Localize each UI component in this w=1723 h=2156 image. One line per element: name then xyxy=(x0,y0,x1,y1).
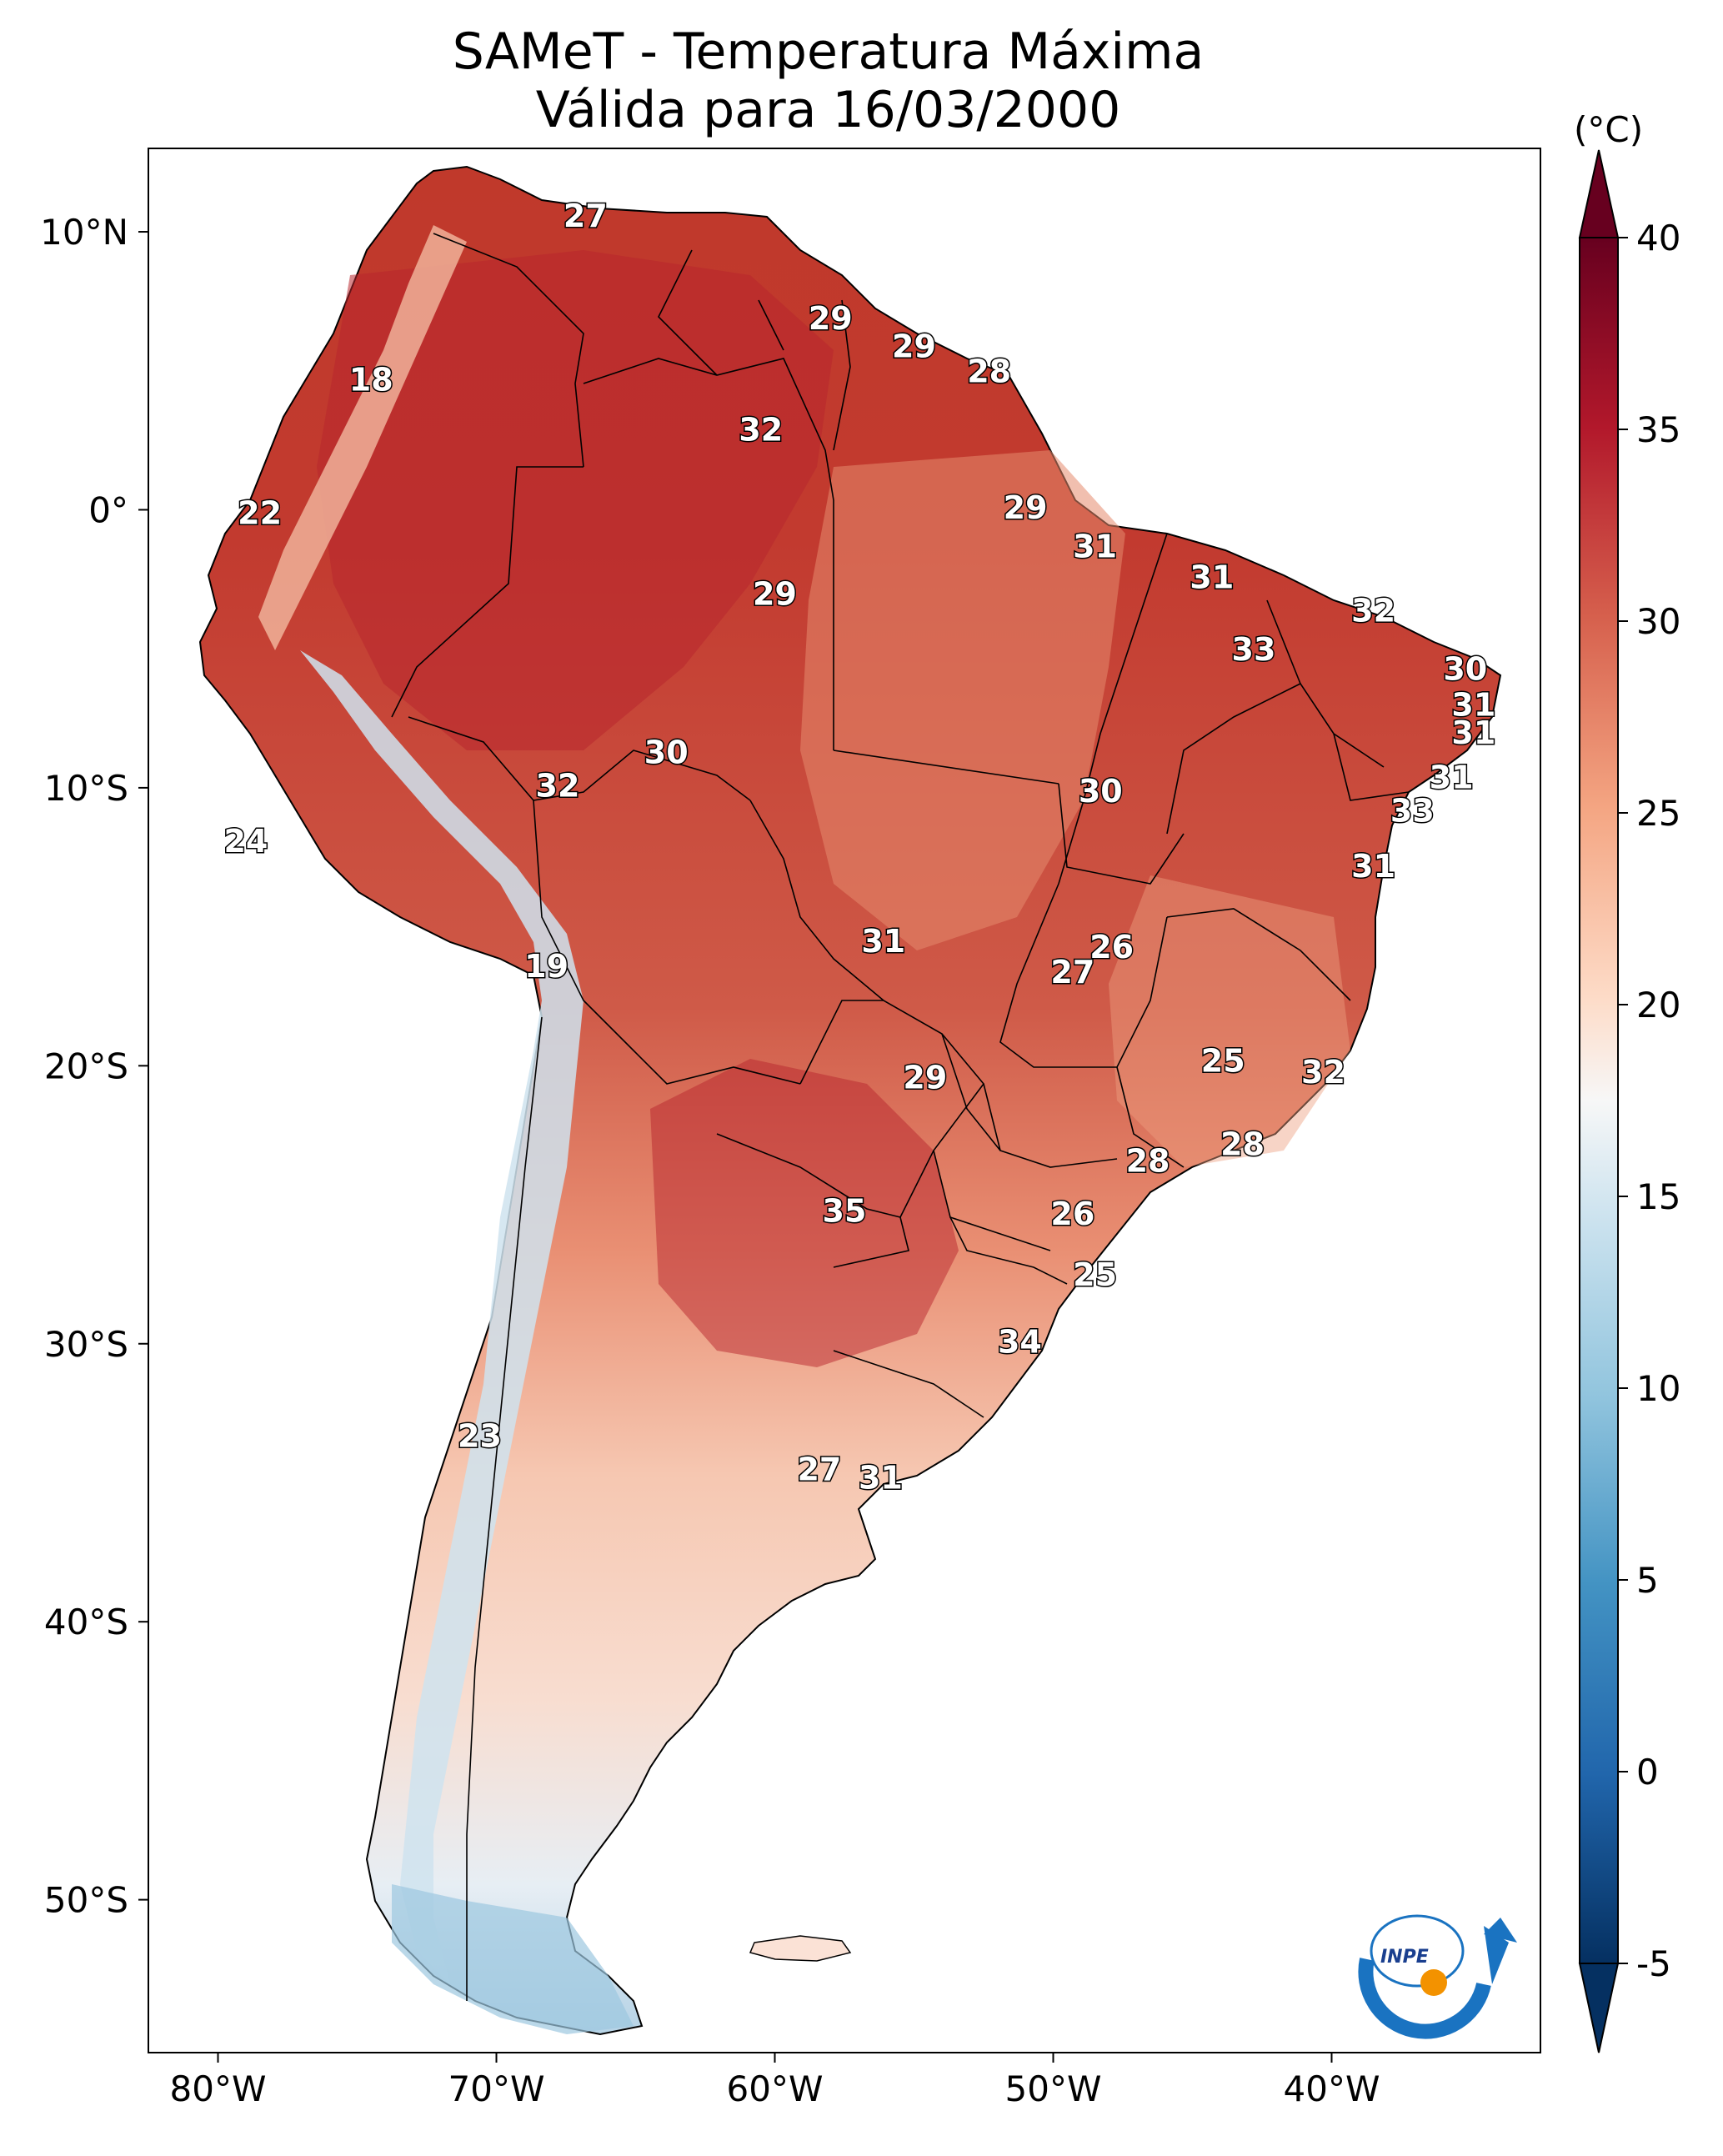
station-temperature-label: 32 xyxy=(536,767,580,804)
station-temperature-label: 35 xyxy=(823,1193,867,1230)
lon-tick-label: 40°W xyxy=(1284,2068,1380,2109)
cool-brazil-plateau xyxy=(800,450,1125,950)
longitude-axis: 80°W 70°W 60°W 50°W 40°W xyxy=(170,2053,1380,2109)
station-temperature-label: 31 xyxy=(1190,559,1234,595)
logo-orbit xyxy=(1370,1914,1465,1988)
station-temperature-label: 27 xyxy=(563,198,608,234)
station-temperature-label: 34 xyxy=(998,1323,1042,1360)
colorbar: (°C) 40 35 30 25 20 15 10 5 0 -5 xyxy=(1574,109,1680,2053)
mild-southern-brazil xyxy=(1109,875,1350,1167)
map-title-line2: Válida para 16/03/2000 xyxy=(535,81,1121,139)
station-temperature-label: 28 xyxy=(967,353,1011,390)
station-temperature-label: 30 xyxy=(1443,650,1487,687)
inpe-logo: INPE xyxy=(1358,1914,1517,2039)
station-temperature-label: 33 xyxy=(1232,631,1276,668)
map-title-line1: SAMeT - Temperatura Máxima xyxy=(452,23,1205,81)
colorbar-tick-label: 40 xyxy=(1636,218,1680,258)
station-temperature-label: 29 xyxy=(892,328,936,365)
station-temperature-label: 31 xyxy=(1073,529,1117,565)
station-temperature-label: 31 xyxy=(1451,714,1495,751)
station-temperature-label: 30 xyxy=(1079,773,1123,810)
station-temperature-label: 29 xyxy=(1004,489,1048,526)
station-temperature-label: 27 xyxy=(797,1452,841,1488)
colorbar-tick-label: 5 xyxy=(1636,1560,1659,1601)
patagonia-cool xyxy=(392,1884,634,2034)
country-borders xyxy=(391,233,1410,2001)
station-temperature-label: 24 xyxy=(223,823,268,860)
lat-tick-label: 10°S xyxy=(44,768,128,809)
station-temperature-label: 26 xyxy=(1050,1196,1094,1232)
station-temperature-label: 29 xyxy=(753,575,797,612)
lat-tick-label: 40°S xyxy=(44,1602,128,1642)
colorbar-tick-label: 30 xyxy=(1636,601,1680,642)
colorbar-tick-label: 0 xyxy=(1636,1752,1659,1792)
station-temperature-label: 33 xyxy=(1390,792,1435,829)
northern-andes-strip xyxy=(258,225,467,650)
station-temperature-label: 31 xyxy=(1451,687,1495,724)
colorbar-unit: (°C) xyxy=(1574,109,1643,150)
lat-tick-label: 0° xyxy=(88,489,128,530)
colorbar-tick-label: 20 xyxy=(1636,985,1680,1025)
falkland-islands xyxy=(749,1935,852,1962)
station-temperature-label: 32 xyxy=(739,412,783,449)
logo-arrow xyxy=(1484,1926,1509,1984)
station-temperature-label: 31 xyxy=(861,923,905,960)
colorbar-tick-label: 15 xyxy=(1636,1176,1680,1217)
logo-sun xyxy=(1420,1969,1447,1996)
station-temperature-label: 25 xyxy=(1201,1042,1245,1079)
station-temperature-label: 25 xyxy=(1073,1256,1117,1293)
logo-arrow-head xyxy=(1484,1918,1517,1943)
logo-text: INPE xyxy=(1380,1947,1429,1968)
station-temperature-label: 30 xyxy=(644,734,689,770)
lon-tick-label: 70°W xyxy=(448,2068,545,2109)
station-temperature-label: 27 xyxy=(1050,954,1094,990)
station-temperature-label: 31 xyxy=(859,1460,903,1497)
logo-swoosh xyxy=(1358,1958,1491,2039)
station-temperature-label: 29 xyxy=(809,300,853,337)
hot-chaco-region xyxy=(650,1059,959,1367)
lon-tick-label: 60°W xyxy=(727,2068,824,2109)
station-temperature-label: 31 xyxy=(1430,759,1474,795)
colorbar-ticks: 40 35 30 25 20 15 10 5 0 -5 xyxy=(1618,218,1680,1984)
lon-tick-label: 50°W xyxy=(1005,2068,1102,2109)
colorbar-extend-bottom xyxy=(1578,1963,1620,2053)
station-temperature-label: 18 xyxy=(349,362,393,399)
station-temperature-label: 32 xyxy=(1351,592,1395,629)
colorbar-tick-label: -5 xyxy=(1636,1943,1671,1984)
station-temperature-label: 28 xyxy=(1220,1126,1265,1163)
map-frame xyxy=(148,148,1541,2053)
lon-tick-label: 80°W xyxy=(170,2068,267,2109)
lat-tick-label: 50°S xyxy=(44,1880,128,1921)
station-temperature-label: 31 xyxy=(1351,848,1395,885)
colorbar-tick-label: 35 xyxy=(1636,409,1680,450)
station-temperature-label: 28 xyxy=(1126,1143,1170,1180)
colorbar-tick-label: 10 xyxy=(1636,1368,1680,1409)
station-temperature-label: 23 xyxy=(458,1418,502,1455)
station-temperature-label: 19 xyxy=(524,948,568,985)
andes-cool-strip xyxy=(300,650,584,1984)
colorbar-tick-label: 25 xyxy=(1636,793,1680,834)
colorbar-bar xyxy=(1579,237,1619,1964)
lat-tick-label: 30°S xyxy=(44,1324,128,1365)
station-temperature-label: 29 xyxy=(903,1059,947,1096)
latitude-axis: 10°N 0° 10°S 20°S 30°S 40°S 50°S xyxy=(40,212,148,1921)
station-temperature-label: 22 xyxy=(238,495,282,532)
lat-tick-label: 20°S xyxy=(44,1045,128,1086)
station-temperature-label: 32 xyxy=(1301,1054,1345,1091)
colorbar-extend-top xyxy=(1578,149,1620,238)
lat-tick-label: 10°N xyxy=(40,212,128,253)
hot-core-region xyxy=(317,250,834,750)
station-temperature-label: 26 xyxy=(1089,929,1134,965)
